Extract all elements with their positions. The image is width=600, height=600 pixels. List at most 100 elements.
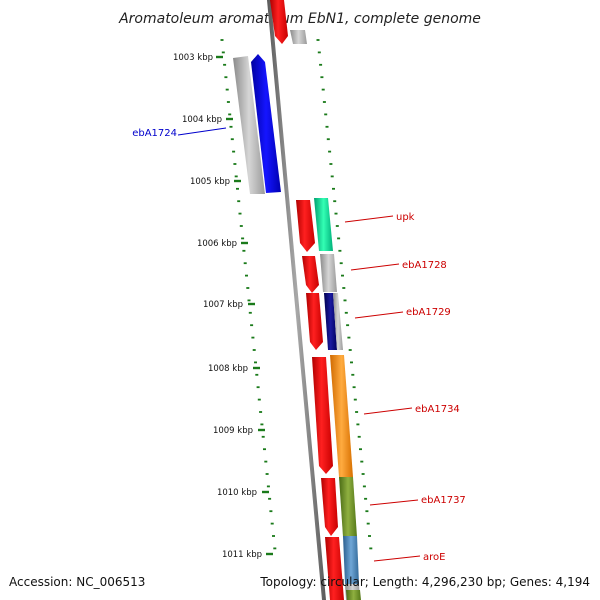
minor-tick (369, 547, 373, 550)
minor-tick (335, 225, 339, 227)
map-title: Aromatoleum aromaticum EbN1, complete ge… (118, 11, 481, 27)
gene-feature-aroE[interactable] (343, 536, 359, 584)
minor-tick (351, 373, 355, 376)
callout-line (177, 127, 227, 136)
callout-line (373, 555, 421, 562)
minor-tick (343, 299, 347, 302)
minor-tick (333, 200, 337, 203)
minor-tick (339, 262, 343, 265)
minor-tick (245, 274, 248, 277)
minor-tick (317, 51, 321, 54)
cds-feature[interactable] (325, 537, 344, 600)
minor-tick (348, 349, 352, 351)
minor-tick (319, 63, 323, 66)
gene-feature-gray[interactable] (333, 293, 343, 350)
genome-backbone (267, 0, 326, 600)
gene-feature-upk[interactable] (314, 198, 333, 251)
gene-label-ebA1724[interactable]: ebA1724 (132, 128, 177, 139)
minor-tick (350, 361, 353, 364)
minor-tick (256, 386, 260, 389)
minor-tick (320, 76, 324, 79)
minor-tick (221, 51, 225, 54)
gene-label-upk[interactable]: upk (396, 212, 415, 223)
minor-tick (316, 39, 320, 41)
minor-tick (355, 411, 359, 413)
minor-tick (332, 187, 335, 190)
gene-callouts[interactable]: ebA1724 upk ebA1728 ebA1729 ebA1734 ebA1… (132, 127, 466, 563)
gene-label-aroE[interactable]: aroE (423, 552, 445, 563)
minor-tick (239, 225, 243, 227)
minor-tick (270, 522, 274, 525)
minor-tick (242, 249, 246, 252)
gene-feature-gray[interactable] (290, 30, 307, 44)
minor-tick (360, 460, 364, 463)
minor-tick (229, 125, 233, 128)
kbp-label: 1010 kbp (217, 488, 257, 498)
minor-tick (265, 473, 269, 475)
callout-line (354, 311, 404, 319)
cds-feature[interactable] (270, 0, 288, 44)
gene-label-ebA1728[interactable]: ebA1728 (402, 260, 447, 271)
gene-feature-ebA1724[interactable] (251, 54, 281, 193)
minor-tick (261, 435, 265, 438)
minor-tick (337, 237, 341, 240)
minor-tick (365, 510, 369, 513)
minor-tick (254, 361, 257, 364)
kbp-label: 1004 kbp (182, 115, 222, 125)
minor-tick (330, 175, 334, 178)
minor-tick (232, 150, 236, 153)
minor-tick (228, 113, 232, 116)
cds-feature[interactable] (321, 478, 338, 536)
callout-line (350, 263, 400, 271)
kbp-label: 1009 kbp (213, 426, 253, 436)
minor-tick (268, 497, 272, 500)
minor-tick (328, 150, 332, 153)
gene-feature-gray[interactable] (233, 56, 265, 194)
minor-tick (251, 336, 255, 339)
minor-tick (257, 398, 261, 401)
minor-tick (334, 212, 338, 215)
gene-label-ebA1729[interactable]: ebA1729 (406, 307, 451, 318)
minor-tick (364, 497, 368, 500)
minor-tick (353, 398, 357, 401)
minor-tick (255, 373, 259, 376)
minor-tick (359, 448, 362, 451)
minor-tick (266, 485, 270, 488)
gene-feature-ebA1728[interactable] (320, 254, 337, 292)
cds-feature[interactable] (302, 256, 319, 293)
minor-tick (322, 101, 326, 103)
minor-tick (272, 535, 275, 537)
cds-feature[interactable] (306, 293, 323, 350)
minor-tick (246, 287, 250, 289)
minor-tick (225, 88, 229, 91)
gene-feature-ebA1737[interactable] (339, 477, 357, 537)
gene-features[interactable] (233, 0, 361, 600)
cds-feature[interactable] (312, 357, 333, 474)
accession-text: Accession: NC_006513 (9, 575, 146, 589)
callout-line (344, 215, 394, 223)
minor-tick (264, 460, 268, 463)
minor-tick (247, 299, 251, 302)
minor-tick (325, 125, 329, 128)
minor-tick (326, 138, 330, 141)
minor-tick (361, 473, 365, 475)
callout-line (363, 407, 413, 415)
minor-tick (248, 311, 252, 314)
outer-tick-track (316, 39, 373, 550)
minor-tick (321, 88, 325, 91)
gene-feature-ebA1734[interactable] (330, 355, 353, 477)
cds-feature[interactable] (296, 200, 315, 252)
gene-label-ebA1734[interactable]: ebA1734 (415, 404, 460, 415)
inner-tick-track (220, 39, 277, 550)
gene-feature-olive[interactable] (346, 590, 361, 600)
minor-tick (352, 386, 356, 389)
gene-label-ebA1737[interactable]: ebA1737 (421, 495, 466, 506)
minor-tick (250, 324, 254, 327)
minor-tick (233, 163, 237, 165)
minor-tick (356, 423, 360, 426)
gene-feature-ebA1729[interactable] (324, 293, 337, 350)
minor-tick (237, 200, 241, 203)
minor-tick (241, 237, 245, 240)
minor-tick (236, 187, 239, 190)
